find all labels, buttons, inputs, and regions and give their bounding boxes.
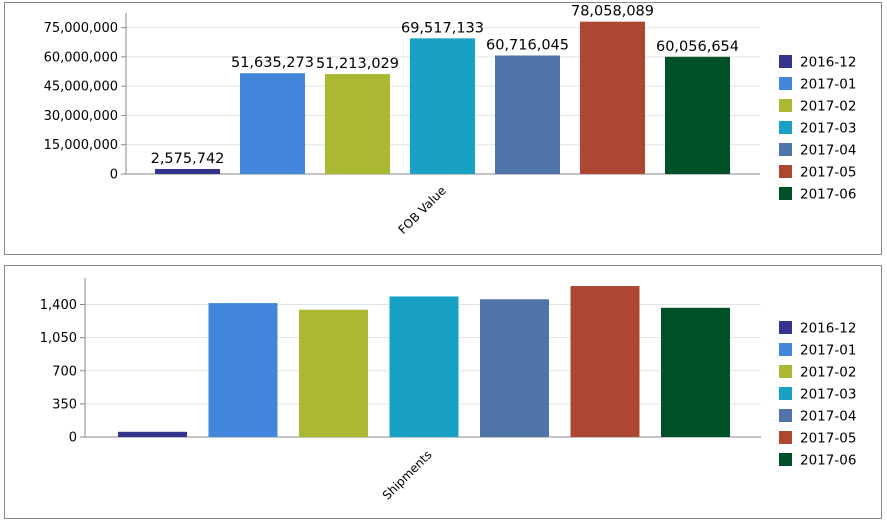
legend-entry[interactable]: 2017-04 [800,409,856,425]
bar-2016-12[interactable] [118,431,187,437]
data-label: 78,058,089 [571,4,654,20]
legend-swatch[interactable] [779,365,792,378]
legend-entry[interactable]: 2017-05 [800,431,856,447]
bar-2017-06[interactable] [661,307,730,437]
legend-swatch[interactable] [779,409,792,422]
x-axis-label: FOB Value [396,184,449,237]
legend-swatch[interactable] [779,77,792,90]
legend-entry[interactable]: 2017-06 [800,187,856,203]
x-axis-label: Shipments [380,448,435,503]
y-tick-label: 1,400 [40,298,77,313]
bar-2017-04[interactable] [495,55,560,174]
legend-entry[interactable]: 2017-01 [800,343,856,359]
legend-swatch[interactable] [779,343,792,356]
legend-entry[interactable]: 2016-12 [800,55,856,71]
legend-swatch[interactable] [779,387,792,400]
y-tick-label: 700 [52,364,77,379]
y-tick-label: 1,050 [40,331,77,346]
legend-swatch[interactable] [779,321,792,334]
legend-entry[interactable]: 2016-12 [800,321,856,337]
data-label: 60,716,045 [486,38,569,54]
legend-entry[interactable]: 2017-03 [800,121,856,137]
legend-swatch[interactable] [779,431,792,444]
data-label: 51,213,029 [316,56,399,72]
bar-2017-06[interactable] [665,56,730,174]
bar-2017-01[interactable] [208,303,278,437]
y-tick-label: 45,000,000 [44,80,118,95]
bar-2017-01[interactable] [240,73,305,174]
legend-swatch[interactable] [779,121,792,134]
legend-entry[interactable]: 2017-06 [800,453,856,469]
bar-2017-04[interactable] [480,299,549,437]
data-label: 51,635,273 [231,55,314,71]
data-label: 69,517,133 [401,20,484,36]
legend-swatch[interactable] [779,453,792,466]
bar-2017-05[interactable] [580,21,645,174]
y-tick-label: 30,000,000 [44,109,118,124]
bar-2016-12[interactable] [155,168,220,174]
bar-2017-02[interactable] [325,74,390,174]
data-label: 2,575,742 [151,151,225,167]
y-tick-label: 75,000,000 [44,21,118,36]
fob-value-chart: 0 15,000,000 30,000,000 45,000,000 60,000,00… [44,4,857,237]
bar-2017-03[interactable] [410,38,475,175]
y-tick-label: 15,000,000 [44,138,118,153]
legend-entry[interactable]: 2017-03 [800,387,856,403]
shipments-chart: 0 350 700 1,050 1,400 Shipments 2016-12 2017-01… [40,278,856,503]
legend-swatch[interactable] [779,165,792,178]
legend-entry[interactable]: 2017-02 [800,365,856,381]
legend-swatch[interactable] [779,187,792,200]
legend-swatch[interactable] [779,99,792,112]
bar-2017-02[interactable] [299,309,368,437]
legend-swatch[interactable] [779,143,792,156]
bar-2017-05[interactable] [570,286,640,437]
y-tick-label: 0 [69,431,77,446]
data-label: 60,056,654 [656,39,739,55]
legend-swatch[interactable] [779,55,792,68]
bar-2017-03[interactable] [389,296,459,437]
y-tick-label: 0 [110,168,118,183]
legend-entry[interactable]: 2017-01 [800,77,856,93]
y-tick-label: 350 [52,397,77,412]
y-tick-label: 60,000,000 [44,50,118,65]
fob-value-chart-panel: 0 15,000,000 30,000,000 45,000,000 60,000,00… [4,2,882,255]
shipments-chart-panel: 0 350 700 1,050 1,400 Shipments 2016-12 2017-01… [4,265,882,519]
legend-entry[interactable]: 2017-05 [800,165,856,181]
legend-entry[interactable]: 2017-02 [800,99,856,115]
legend-entry[interactable]: 2017-04 [800,143,856,159]
